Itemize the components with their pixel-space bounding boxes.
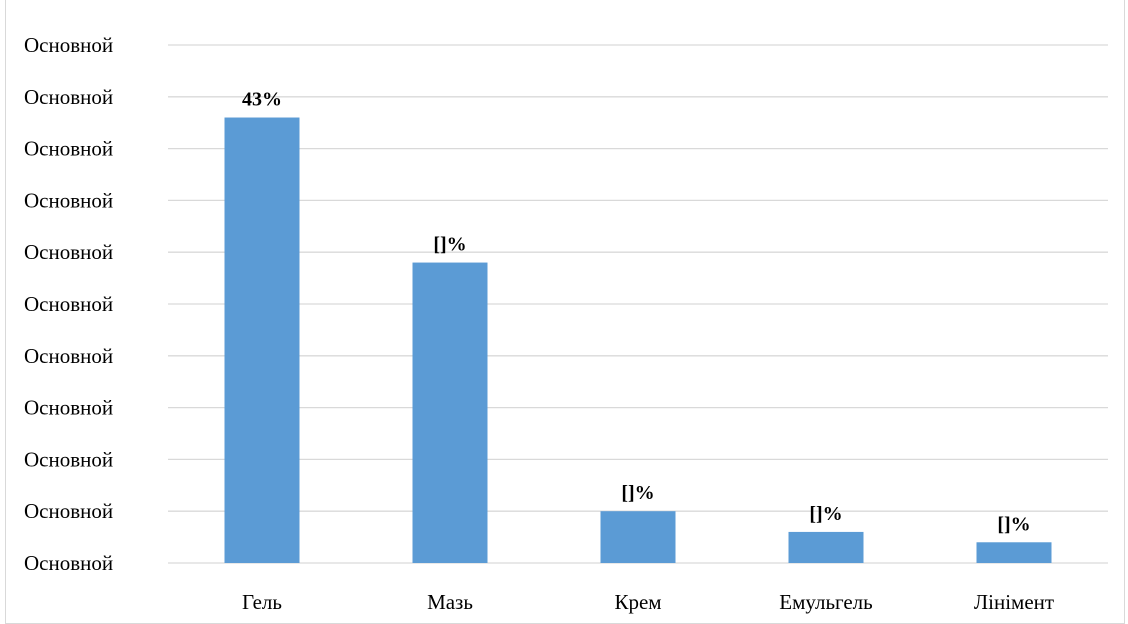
bar-1 <box>224 117 300 564</box>
y-tick-label: Основной <box>24 499 113 523</box>
bar-2 <box>412 262 488 563</box>
y-axis-tick-labels: Основной Основной Основной Основной Основной… <box>24 33 113 575</box>
bar-3 <box>600 511 676 563</box>
y-tick-label: Основной <box>24 292 113 316</box>
y-tick-label: Основной <box>24 396 113 420</box>
y-tick-label: Основной <box>24 33 113 57</box>
chart-area <box>5 0 1125 624</box>
data-labels: 43% []% []% []% []% <box>242 89 1031 536</box>
category-label: Лінімент <box>974 590 1054 614</box>
y-tick-label: Основной <box>24 85 113 109</box>
y-tick-label: Основной <box>24 447 113 471</box>
bar-5 <box>976 542 1052 563</box>
bar-data-label: []% <box>997 513 1030 535</box>
category-label: Емульгель <box>779 590 872 614</box>
category-label: Мазь <box>427 590 473 614</box>
y-tick-label: Основной <box>24 344 113 368</box>
bar-data-label: 43% <box>242 89 282 111</box>
bar-4 <box>788 531 864 563</box>
bar-data-label: []% <box>809 503 842 525</box>
y-tick-label: Основной <box>24 551 113 575</box>
y-tick-label: Основной <box>24 137 113 161</box>
bars <box>224 117 1052 564</box>
x-axis-category-labels: Гель Мазь Крем Емульгель Лінімент <box>242 590 1054 614</box>
bar-data-label: []% <box>621 482 654 504</box>
y-tick-label: Основной <box>24 188 113 212</box>
bar-data-label: []% <box>433 234 466 256</box>
y-tick-label: Основной <box>24 240 113 264</box>
category-label: Крем <box>614 590 661 614</box>
category-label: Гель <box>242 590 282 614</box>
